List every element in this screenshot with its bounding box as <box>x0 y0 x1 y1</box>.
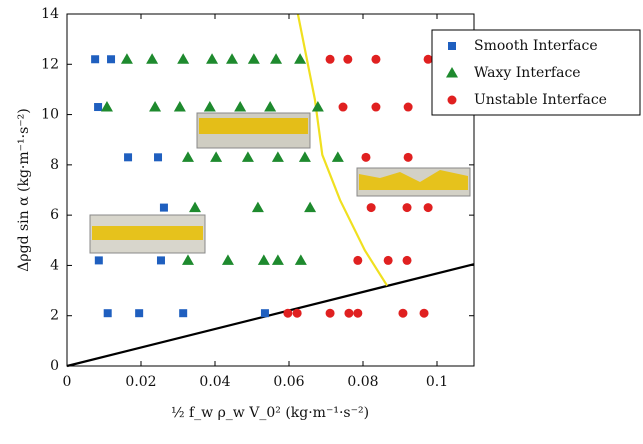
marker-triangle <box>173 101 186 112</box>
marker-square <box>103 309 112 318</box>
marker-circle <box>283 308 293 318</box>
legend-box <box>431 29 641 116</box>
marker-circle <box>423 54 433 64</box>
marker-circle <box>366 203 376 213</box>
marker-circle <box>344 308 354 318</box>
marker-triangle <box>271 254 284 265</box>
curve <box>296 13 388 287</box>
marker-circle <box>398 308 408 318</box>
marker-triangle <box>241 151 254 162</box>
marker-square <box>124 153 133 162</box>
marker-circle <box>292 308 302 318</box>
marker-triangle <box>298 151 311 162</box>
marker-square <box>107 55 116 64</box>
inset-photo-band <box>199 118 308 134</box>
marker-circle <box>338 102 348 112</box>
marker-triangle <box>181 151 194 162</box>
marker-triangle <box>251 201 264 213</box>
marker-square <box>91 55 100 64</box>
marker-triangle <box>234 101 247 112</box>
x-tick-label: 0.1 <box>426 374 448 390</box>
x-tick-label: 0.08 <box>347 374 378 390</box>
marker-square <box>156 256 165 265</box>
marker-square <box>154 153 163 162</box>
marker-circle <box>361 152 371 162</box>
marker-circle <box>325 54 335 64</box>
legend-label: Unstable Interface <box>474 92 607 108</box>
x-tick-label: 0.06 <box>273 374 304 390</box>
marker-circle <box>419 308 429 318</box>
marker-triangle <box>189 201 202 213</box>
marker-circle <box>353 255 363 265</box>
marker-triangle <box>247 53 260 64</box>
y-axis-label: Δρgd sin α (kg·m⁻¹·s⁻²) <box>16 108 32 271</box>
marker-triangle <box>446 67 458 78</box>
x-axis-label: ½ f_w ρ_w V_0² (kg·m⁻¹·s⁻²) <box>171 405 369 421</box>
marker-triangle <box>177 53 190 64</box>
marker-square <box>159 203 168 212</box>
marker-triangle <box>271 151 284 162</box>
marker-triangle <box>206 53 219 64</box>
y-tick-label: 4 <box>50 257 59 273</box>
marker-square <box>448 42 456 50</box>
marker-circle <box>403 102 413 112</box>
y-tick-label: 6 <box>50 207 59 223</box>
marker-circle <box>371 54 381 64</box>
y-tick-label: 14 <box>41 6 59 22</box>
marker-triangle <box>270 53 283 64</box>
marker-triangle <box>149 101 162 112</box>
marker-triangle <box>146 53 159 64</box>
marker-square <box>94 103 103 112</box>
plot-frame <box>66 13 475 367</box>
marker-circle <box>325 308 335 318</box>
y-tick-label: 10 <box>41 107 59 123</box>
marker-circle <box>402 255 412 265</box>
x-tick-label: 0.02 <box>125 374 156 390</box>
marker-circle <box>343 54 353 64</box>
marker-circle <box>423 203 433 213</box>
marker-circle <box>447 95 457 105</box>
legend-label: Waxy Interface <box>474 65 581 81</box>
marker-circle <box>353 308 363 318</box>
x-tick-label: 0.04 <box>199 374 230 390</box>
photo-insets <box>89 112 471 254</box>
y-tick-label: 0 <box>50 358 59 374</box>
curve <box>66 263 475 368</box>
x-tick-label: 0 <box>63 374 72 390</box>
marker-triangle <box>203 101 216 112</box>
legend: Smooth Interface Waxy Interface Unstable I… <box>431 29 641 116</box>
y-tick-label: 2 <box>50 308 59 324</box>
marker-circle <box>403 152 413 162</box>
y-tick-label: 12 <box>41 56 59 72</box>
marker-triangle <box>294 53 307 64</box>
marker-triangle <box>226 53 239 64</box>
marker-triangle <box>257 254 270 265</box>
marker-square <box>94 256 103 265</box>
marker-square <box>260 309 269 318</box>
marker-triangle <box>181 254 194 265</box>
legend-label: Smooth Interface <box>474 38 598 54</box>
marker-square <box>179 309 188 318</box>
marker-triangle <box>294 254 307 265</box>
inset-photo-wave <box>359 170 468 190</box>
marker-triangle <box>100 101 113 112</box>
marker-triangle <box>221 254 234 265</box>
marker-triangle <box>264 101 277 112</box>
marker-triangle <box>210 151 223 162</box>
marker-circle <box>402 203 412 213</box>
marker-circle <box>371 102 381 112</box>
marker-triangle <box>331 151 344 162</box>
inset-photo-band <box>92 226 203 240</box>
marker-square <box>135 309 144 318</box>
marker-triangle <box>304 201 317 213</box>
marker-triangle <box>311 101 324 112</box>
y-tick-label: 8 <box>50 157 59 173</box>
marker-circle <box>383 255 393 265</box>
marker-triangle <box>120 53 133 64</box>
